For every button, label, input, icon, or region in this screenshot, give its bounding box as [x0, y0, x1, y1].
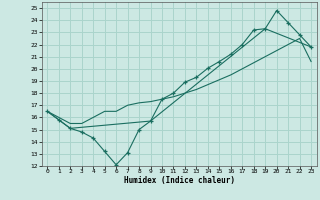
X-axis label: Humidex (Indice chaleur): Humidex (Indice chaleur) [124, 176, 235, 185]
